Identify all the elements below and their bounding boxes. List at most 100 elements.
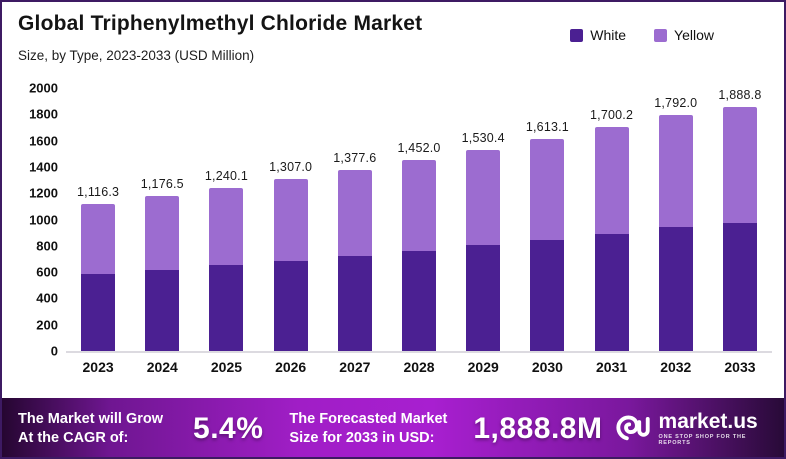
y-tick-1600: 1600 xyxy=(29,133,58,149)
footer-banner: The Market will Grow At the CAGR of: 5.4… xyxy=(0,398,786,459)
stacked-bar-2028 xyxy=(402,160,437,351)
bar-column-2032: 1,792.0 xyxy=(644,88,708,351)
y-tick-1000: 1000 xyxy=(29,212,58,227)
bar-column-2029: 1,530.4 xyxy=(451,88,515,351)
y-tick-200: 200 xyxy=(36,317,58,333)
forecast-caption-line2: Size for 2033 in USD: xyxy=(289,429,435,446)
segment-white-2026 xyxy=(273,260,308,351)
bar-value-label-2024: 1,176.5 xyxy=(140,177,184,192)
segment-white-2030 xyxy=(530,239,565,351)
bar-value-label-2025: 1,240.1 xyxy=(204,168,249,183)
segment-yellow-2033 xyxy=(722,107,757,223)
stacked-bar-2031 xyxy=(594,127,629,351)
cagr-value: 5.4% xyxy=(193,411,264,445)
bar-value-label-2030: 1,613.1 xyxy=(525,119,569,134)
segment-white-2033 xyxy=(722,222,757,351)
stacked-bar-2024 xyxy=(145,196,180,351)
y-tick-1800: 1800 xyxy=(29,106,58,122)
market-us-spiral-icon xyxy=(616,414,651,440)
stacked-bar-2033 xyxy=(722,107,757,351)
brand-name: market.us xyxy=(658,410,758,433)
segment-white-2025 xyxy=(209,265,244,351)
bar-column-2026: 1,307.0 xyxy=(259,88,323,351)
segment-yellow-2024 xyxy=(145,196,180,270)
segment-white-2032 xyxy=(658,227,693,351)
cagr-caption: The Market will Grow At the CAGR of: xyxy=(18,410,163,448)
bar-value-label-2033: 1,888.8 xyxy=(718,88,762,102)
y-tick-2000: 2000 xyxy=(29,80,58,96)
legend-swatch-white xyxy=(570,28,584,42)
y-tick-1200: 1200 xyxy=(29,185,58,201)
y-tick-1400: 1400 xyxy=(29,159,58,175)
legend-item-yellow: Yellow xyxy=(654,27,714,43)
x-tick-2031: 2031 xyxy=(596,359,628,375)
bar-column-2023: 1,116.3 xyxy=(66,88,130,351)
x-tick-2024: 2024 xyxy=(146,359,178,375)
segment-yellow-2026 xyxy=(273,179,308,261)
stacked-bar-2026 xyxy=(273,179,308,351)
plot-area: 1,116.3 1,176.5 1,240.1 1,307.0 1,377.6 1,452… xyxy=(66,88,772,353)
bar-value-label-2032: 1,792.0 xyxy=(654,96,698,111)
bar-value-label-2029: 1,530.4 xyxy=(461,130,505,145)
bar-column-2033: 1,888.8 xyxy=(708,88,772,351)
segment-yellow-2030 xyxy=(530,138,565,240)
segment-yellow-2031 xyxy=(594,127,629,234)
y-tick-400: 400 xyxy=(36,290,58,306)
bar-column-2028: 1,452.0 xyxy=(387,88,451,351)
bar-column-2025: 1,240.1 xyxy=(194,88,258,351)
stacked-bar-2029 xyxy=(466,149,501,351)
forecast-caption-line1: The Forecasted Market xyxy=(289,410,448,427)
stacked-bar-2025 xyxy=(209,187,244,351)
segment-white-2024 xyxy=(145,269,180,351)
brand-tagline: ONE STOP SHOP FOR THE REPORTS xyxy=(658,434,747,446)
bar-chart: 2000 1800 1600 1400 1200 1000 800 600 400 200 0 1,… xyxy=(14,81,774,388)
chart-subtitle: Size, by Type, 2023-2033 (USD Million) xyxy=(18,48,255,63)
legend-swatch-yellow xyxy=(654,28,668,42)
segment-yellow-2027 xyxy=(337,169,372,256)
forecast-value: 1,888.8M xyxy=(473,411,603,445)
segment-yellow-2029 xyxy=(466,149,501,246)
bar-column-2031: 1,700.2 xyxy=(580,88,644,351)
bar-value-label-2026: 1,307.0 xyxy=(269,160,313,175)
y-tick-0: 0 xyxy=(50,343,58,359)
x-tick-2025: 2025 xyxy=(210,359,243,375)
cagr-caption-line1: The Market will Grow xyxy=(18,410,164,427)
stacked-bar-2030 xyxy=(530,138,565,351)
bar-column-2027: 1,377.6 xyxy=(323,88,387,351)
segment-yellow-2025 xyxy=(209,187,244,266)
segment-yellow-2032 xyxy=(658,115,693,228)
legend: White Yellow xyxy=(570,27,714,43)
bar-value-label-2023: 1,116.3 xyxy=(77,185,120,200)
stacked-bar-2032 xyxy=(658,115,693,351)
bar-column-2030: 1,613.1 xyxy=(515,88,579,351)
y-axis: 2000 1800 1600 1400 1200 1000 800 600 400 200 0 xyxy=(14,81,58,359)
x-tick-2027: 2027 xyxy=(339,359,371,375)
bar-value-label-2028: 1,452.0 xyxy=(397,141,441,156)
bar-value-label-2027: 1,377.6 xyxy=(333,150,377,165)
y-tick-600: 600 xyxy=(36,264,58,280)
bar-value-label-2031: 1,700.2 xyxy=(590,108,634,123)
x-tick-2026: 2026 xyxy=(275,359,307,375)
chart-title: Global Triphenylmethyl Chloride Market xyxy=(18,12,423,35)
x-tick-2032: 2032 xyxy=(660,359,692,375)
segment-white-2029 xyxy=(466,245,501,351)
stacked-bar-2023 xyxy=(81,204,116,351)
x-tick-2028: 2028 xyxy=(403,359,435,375)
segment-yellow-2023 xyxy=(81,204,116,274)
x-tick-2023: 2023 xyxy=(82,359,114,375)
cagr-caption-line2: At the CAGR of: xyxy=(18,429,129,446)
x-tick-2030: 2030 xyxy=(531,359,563,375)
forecast-caption: The Forecasted Market Size for 2033 in U… xyxy=(289,410,447,448)
segment-white-2028 xyxy=(402,250,437,351)
segment-white-2023 xyxy=(81,273,116,351)
segment-yellow-2028 xyxy=(402,160,437,251)
brand-logo: market.us ONE STOP SHOP FOR THE REPORTS xyxy=(616,411,768,446)
legend-label-white: White xyxy=(590,27,627,43)
x-tick-2029: 2029 xyxy=(467,359,499,375)
stacked-bar-2027 xyxy=(337,169,372,351)
bar-column-2024: 1,176.5 xyxy=(130,88,194,351)
legend-label-yellow: Yellow xyxy=(674,27,714,43)
segment-white-2031 xyxy=(594,233,629,351)
y-tick-800: 800 xyxy=(36,238,58,254)
segment-white-2027 xyxy=(337,255,372,351)
